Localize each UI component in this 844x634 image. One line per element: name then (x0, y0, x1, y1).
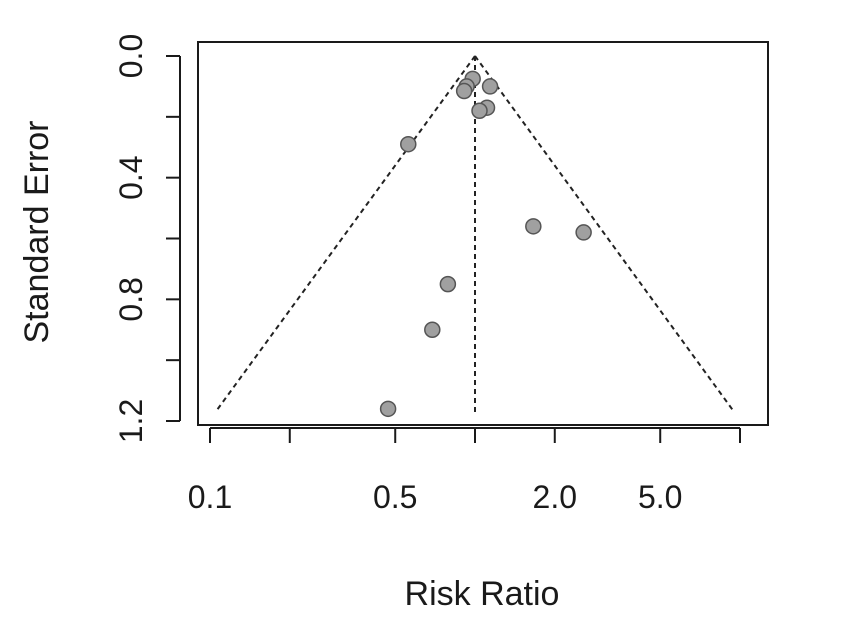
funnel-right-line (474, 55, 735, 413)
x-tick-label: 0.1 (188, 479, 232, 515)
y-tick-label: 0.8 (113, 277, 149, 321)
data-point (481, 78, 499, 95)
x-axis: 0.1 0.5 2.0 5.0 (188, 427, 741, 515)
data-point (455, 82, 473, 100)
data-point (439, 275, 457, 293)
funnel-left-line (214, 55, 476, 413)
x-axis-title: Risk Ratio (405, 575, 560, 613)
y-axis: 0.0 0.4 0.8 1.2 (113, 34, 181, 443)
y-tick-label: 1.2 (113, 399, 149, 443)
x-tick-label: 0.5 (373, 479, 417, 515)
y-tick-label: 0.0 (113, 34, 149, 78)
data-point (525, 218, 542, 235)
x-tick-label: 5.0 (638, 479, 682, 515)
data-point (400, 135, 417, 153)
plot-frame (197, 41, 769, 426)
data-point (379, 400, 397, 418)
data-point (424, 321, 441, 338)
data-points (379, 70, 592, 418)
funnel-lines (214, 55, 735, 414)
x-tick-label: 2.0 (533, 479, 577, 515)
data-point (575, 224, 592, 241)
y-tick-label: 0.4 (113, 155, 149, 199)
data-point (471, 102, 488, 119)
y-axis-title: Standard Error (18, 121, 56, 344)
